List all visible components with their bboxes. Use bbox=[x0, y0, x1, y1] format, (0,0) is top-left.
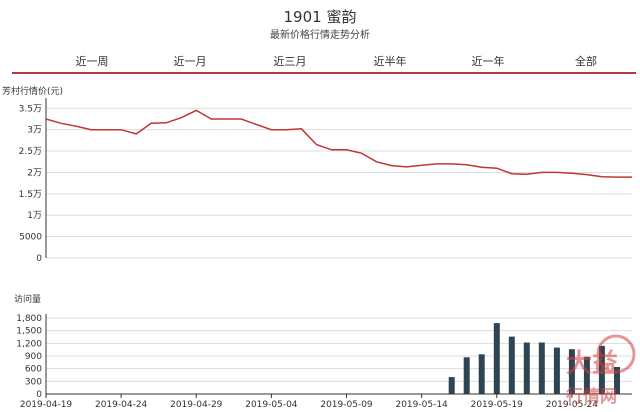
price-tick-label: 2万 bbox=[27, 168, 42, 178]
visits-tick-label: 600 bbox=[25, 365, 42, 375]
visits-bar bbox=[553, 347, 560, 394]
date-x-axis: 2019-04-19 2019-04-24 2019-04-29 2019-05-04… bbox=[20, 393, 632, 410]
visits-bar bbox=[493, 323, 500, 394]
tab-month[interactable]: 近一月 bbox=[173, 55, 207, 68]
x-tick-label: 2019-05-19 bbox=[471, 400, 524, 410]
price-tick-label: 5000 bbox=[19, 233, 42, 243]
x-tick-label: 2019-04-19 bbox=[20, 400, 73, 410]
watermark-text: 大益 bbox=[566, 349, 618, 379]
price-tick-label: 3万 bbox=[27, 126, 42, 136]
visits-bar bbox=[568, 349, 575, 394]
price-y-axis: 0 5000 1万 1.5万 2万 2.5万 3万 3.5万 bbox=[19, 98, 47, 264]
visits-bar bbox=[508, 336, 515, 394]
x-tick-label: 2019-04-24 bbox=[95, 400, 148, 410]
visits-bar bbox=[448, 377, 455, 394]
tab-year[interactable]: 近一年 bbox=[471, 55, 505, 68]
page-title: 1901 蜜韵 bbox=[283, 8, 357, 26]
x-tick-label: 2019-04-29 bbox=[170, 400, 223, 410]
visits-tick-label: 1,800 bbox=[16, 314, 42, 324]
x-tick-label: 2019-05-14 bbox=[395, 400, 448, 410]
visits-bar bbox=[523, 342, 530, 394]
x-tick-label: 2019-05-09 bbox=[320, 400, 373, 410]
tab-week[interactable]: 近一周 bbox=[75, 55, 109, 68]
range-tabs: 近一周 近一月 近三月 近半年 近一年 全部 bbox=[0, 48, 640, 76]
tab-three-months[interactable]: 近三月 bbox=[273, 55, 307, 68]
visits-axis-label: 访问量 bbox=[14, 293, 41, 305]
price-axis-label: 芳村行情价(元) bbox=[2, 85, 63, 97]
price-tick-label: 1万 bbox=[27, 211, 42, 221]
tab-underline bbox=[12, 72, 636, 74]
price-grid bbox=[46, 107, 632, 259]
visits-series bbox=[448, 323, 620, 394]
visits-bar bbox=[478, 354, 485, 394]
page-subtitle: 最新价格行情走势分析 bbox=[270, 30, 370, 41]
visits-tick-label: 1,500 bbox=[16, 327, 42, 337]
watermark-logo: 大益 行情网 bbox=[560, 332, 638, 410]
visits-tick-label: 0 bbox=[36, 390, 42, 400]
price-tick-label: 2.5万 bbox=[19, 147, 42, 157]
price-series bbox=[45, 109, 632, 178]
tab-half-year[interactable]: 近半年 bbox=[373, 55, 407, 68]
price-tick-label: 3.5万 bbox=[19, 104, 42, 114]
price-tick-label: 0 bbox=[36, 254, 42, 264]
x-tick-label: 2019-05-24 bbox=[546, 400, 599, 410]
visits-tick-label: 300 bbox=[25, 377, 42, 387]
tab-all[interactable]: 全部 bbox=[575, 55, 597, 68]
price-line bbox=[45, 109, 632, 178]
visits-bar bbox=[598, 345, 605, 394]
visits-bar bbox=[538, 342, 545, 394]
visits-y-axis: 0 300 600 900 1,200 1,500 1,800 bbox=[16, 314, 47, 400]
visits-bar bbox=[583, 356, 590, 394]
visits-tick-label: 900 bbox=[25, 352, 42, 362]
visits-tick-label: 1,200 bbox=[16, 339, 42, 349]
watermark-subtext: 行情网 bbox=[565, 386, 617, 407]
visits-bar bbox=[463, 357, 470, 394]
visits-bar bbox=[614, 367, 620, 394]
price-tick-label: 1.5万 bbox=[19, 190, 42, 200]
x-tick-label: 2019-05-04 bbox=[245, 400, 298, 410]
